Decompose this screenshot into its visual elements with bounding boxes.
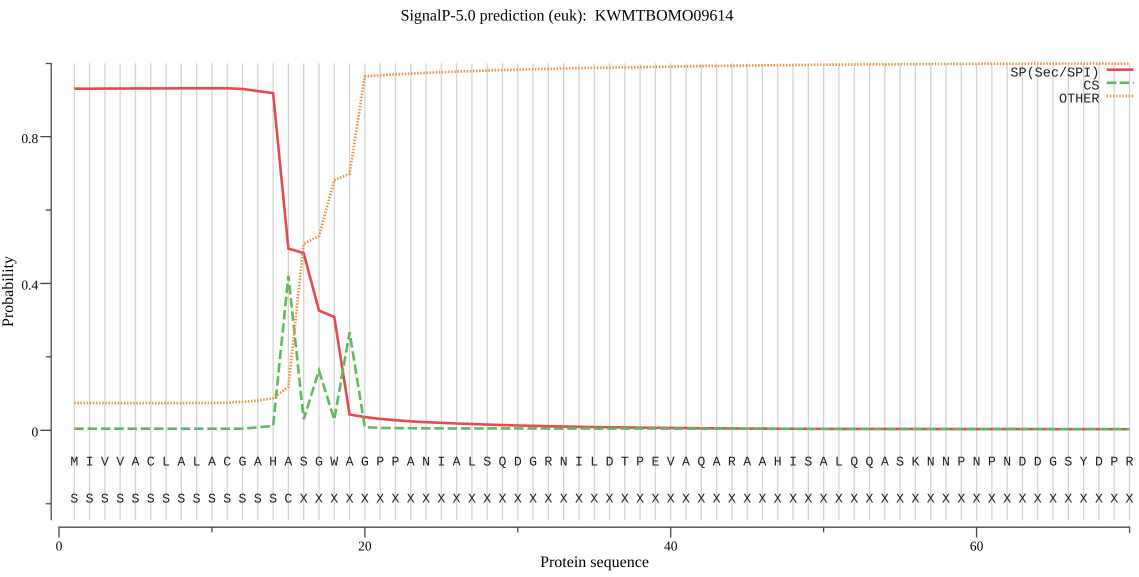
svg-text:20: 20	[358, 539, 372, 554]
svg-text:0.8: 0.8	[21, 131, 38, 146]
svg-text:Probability: Probability	[0, 256, 17, 327]
svg-text:Protein sequence: Protein sequence	[540, 554, 649, 571]
svg-text:60: 60	[970, 539, 984, 554]
svg-text:SP(Sec/SPI): SP(Sec/SPI)	[1010, 67, 1099, 82]
svg-text:CS: CS	[1083, 80, 1099, 95]
svg-text:OTHER: OTHER	[1059, 92, 1100, 107]
svg-text:SignalP-5.0 prediction (euk):: SignalP-5.0 prediction (euk): KWMTBOMO09…	[401, 7, 734, 24]
svg-text:0.4: 0.4	[21, 278, 38, 293]
svg-text:0: 0	[32, 425, 39, 440]
svg-text:40: 40	[664, 539, 678, 554]
svg-text:0: 0	[56, 539, 63, 554]
